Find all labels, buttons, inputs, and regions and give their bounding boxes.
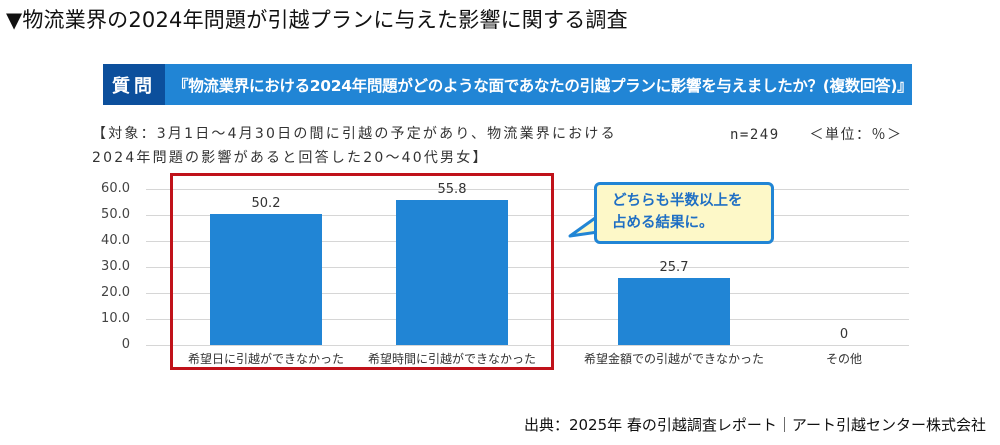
gridline xyxy=(146,267,909,268)
bar-value-label: 55.8 xyxy=(437,181,467,197)
category-label: 希望時間に引越ができなかった xyxy=(367,352,536,366)
bar-value-label: 50.2 xyxy=(251,196,281,212)
callout-line1: どちらも半数以上を xyxy=(612,193,743,209)
bar xyxy=(210,214,322,345)
y-tick-label: 20.0 xyxy=(101,285,130,300)
gridline xyxy=(146,189,909,190)
callout-bubble: どちらも半数以上を 占める結果に。 xyxy=(594,182,774,244)
bar-value-label: 25.7 xyxy=(659,260,689,276)
bar xyxy=(618,278,730,345)
question-text: 『物流業界における2024年問題がどのような面であなたの引越プランに影響を与えま… xyxy=(173,76,913,95)
gridline xyxy=(146,345,909,346)
bar-value-label: 0 xyxy=(839,327,849,342)
sample-size: n=249 xyxy=(730,127,780,143)
y-tick-label: 50.0 xyxy=(101,207,130,222)
target-note: 【対象：3月1日～4月30日の間に引越の予定があり、物流業界における 2024年… xyxy=(92,122,617,170)
y-tick-label: 30.0 xyxy=(101,259,130,274)
y-tick-label: 40.0 xyxy=(101,233,130,248)
source-citation: 出典：2025年 春の引越調査レポート｜アート引越センター株式会社 xyxy=(523,416,986,434)
callout-line2: 占める結果に。 xyxy=(612,215,714,231)
target-note-line1: 【対象：3月1日～4月30日の間に引越の予定があり、物流業界における xyxy=(92,126,617,142)
target-note-line2: 2024年問題の影響があると回答した20～40代男女】 xyxy=(92,150,489,166)
gridline xyxy=(146,241,909,242)
page-title: ▼物流業界の2024年問題が引越プランに与えた影響に関する調査 xyxy=(6,8,628,32)
bar xyxy=(396,199,508,345)
gridline xyxy=(146,319,909,320)
category-label: 希望日に引越ができなかった xyxy=(187,352,344,366)
question-tag: 質問 xyxy=(103,64,165,105)
category-label: 希望金額での引越ができなかった xyxy=(583,352,764,366)
unit-label: ＜単位：％＞ xyxy=(809,127,903,143)
category-label: その他 xyxy=(825,352,862,366)
y-tick-label: 10.0 xyxy=(101,311,130,326)
sample-info: n=249 ＜単位：％＞ xyxy=(730,124,902,144)
y-tick-label: 60.0 xyxy=(101,181,130,196)
highlight-frame xyxy=(170,173,554,370)
y-tick-label: 0 xyxy=(121,337,130,352)
gridline xyxy=(146,215,909,216)
gridline xyxy=(146,293,909,294)
question-banner: 質問 『物流業界における2024年問題がどのような面であなたの引越プランに影響を… xyxy=(103,64,913,105)
